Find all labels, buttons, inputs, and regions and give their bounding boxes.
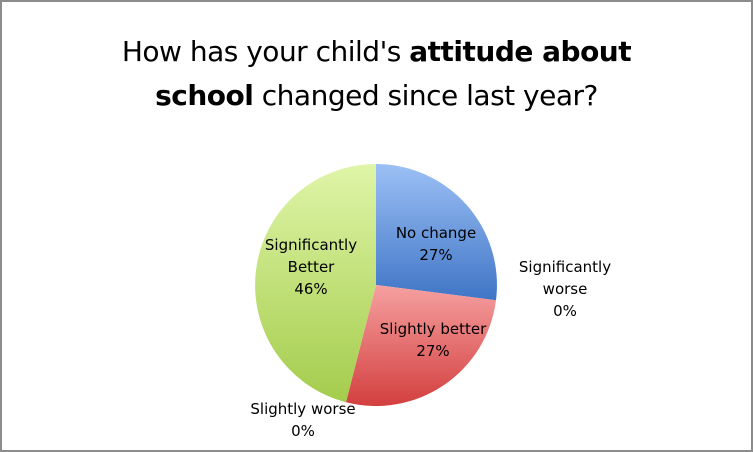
label-slightly-worse: Slightly worse 0% [238,398,368,442]
label-value: 46% [294,280,328,298]
label-significantly-worse: Significantly worse 0% [510,256,620,322]
label-name: No change [395,224,477,242]
slice-no-change [376,164,497,301]
slice-significantly-better [255,164,376,403]
title-bold-text: attitude about [409,35,632,68]
label-name: Significantly [518,258,612,276]
title-bold-text: school [155,79,254,112]
label-no-change: No change 27% [386,222,486,266]
label-name: Slightly better [379,320,487,338]
label-name: Slightly worse [250,400,356,418]
chart-title: How has your child's attitude about scho… [2,30,751,118]
label-value: 0% [291,422,315,440]
label-value: 27% [419,246,453,264]
title-text: changed since last year? [253,79,599,112]
label-slightly-better: Slightly better 27% [368,318,498,362]
label-name: Significantly [264,236,358,254]
label-significantly-better: Significantly Better 46% [256,234,366,300]
label-name: worse [542,280,588,298]
label-name: Better [287,258,335,276]
title-text: How has your child's [121,35,410,68]
label-value: 0% [553,302,577,320]
slice-slightly-better [346,285,496,406]
label-value: 27% [416,342,450,360]
